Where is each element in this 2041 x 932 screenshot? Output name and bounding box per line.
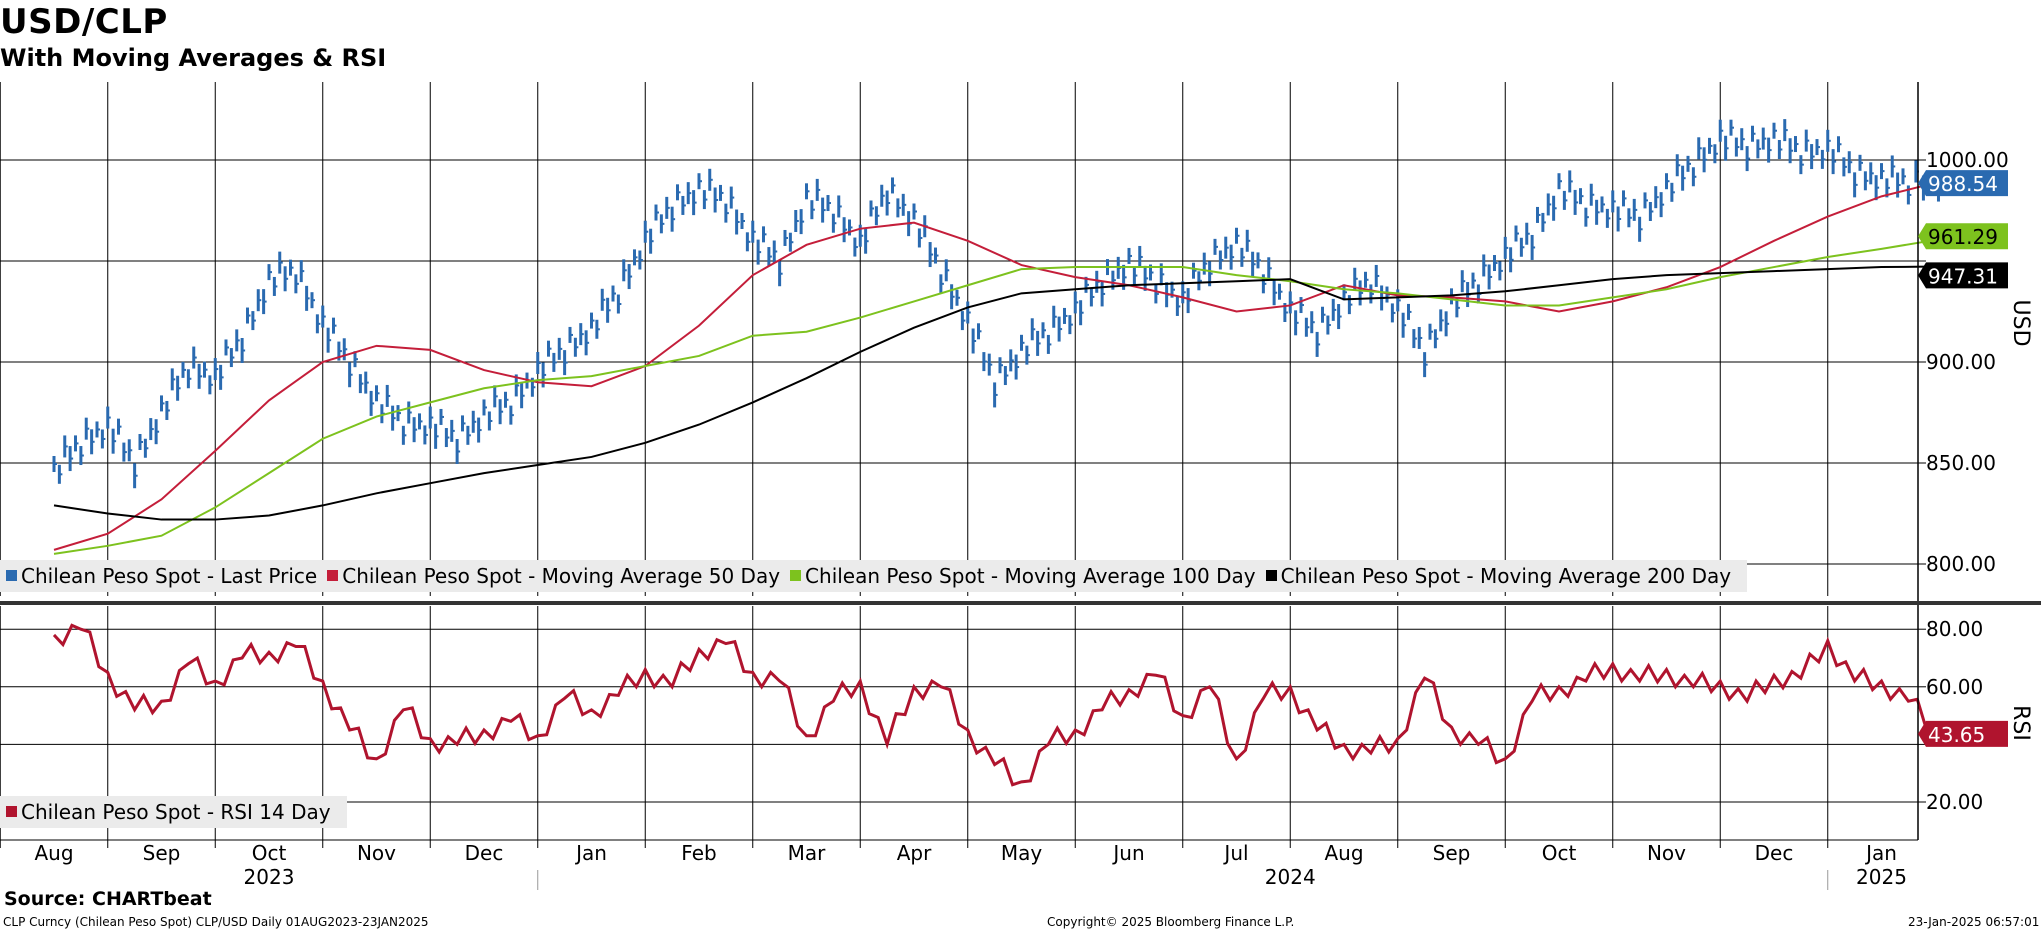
ma200-last-label-text: 947.31 <box>1928 264 1998 288</box>
legend-main-label: Chilean Peso Spot - Moving Average 50 Da… <box>342 564 781 588</box>
ma50-line <box>53 179 1947 551</box>
legend-rsi-item: Chilean Peso Spot - RSI 14 Day <box>6 800 331 824</box>
legend-main-item: Chilean Peso Spot - Moving Average 200 D… <box>1265 564 1732 588</box>
panel-divider <box>0 601 2041 605</box>
x-tick-label-month: Dec <box>465 841 504 865</box>
ma100-last-label-bg <box>1918 223 2008 250</box>
legend-main-label: Chilean Peso Spot - Last Price <box>21 564 318 588</box>
footer-security: CLP Curncy (Chilean Peso Spot) CLP/USD D… <box>3 915 429 929</box>
ma100-last-label-text: 961.29 <box>1928 225 1998 249</box>
chart-frame <box>0 82 2041 841</box>
ma200-last-label: 947.31 <box>1918 262 2008 289</box>
grid-lines <box>0 82 1918 840</box>
rsi-last-label: 43.65 <box>1918 720 2008 747</box>
value-labels: 988.54 961.29 947.31 43.65 <box>1918 170 2008 747</box>
x-tick-label-month: Feb <box>681 841 716 865</box>
y-axis-title-rsi: RSI <box>2008 705 2033 741</box>
rsi-last-label-bg <box>1918 720 2008 747</box>
x-tick-label-month: Sep <box>143 841 181 865</box>
footer-timestamp: 23-Jan-2025 06:57:01 <box>1908 915 2040 929</box>
x-tick-label-month: Aug <box>34 841 73 865</box>
x-tick-label-month: Jun <box>1111 841 1144 865</box>
legend-main-label: Chilean Peso Spot - Moving Average 200 D… <box>1280 564 1732 588</box>
legend-rsi-label: Chilean Peso Spot - RSI 14 Day <box>21 800 331 824</box>
legend-main: Chilean Peso Spot - Last Price Chilean Pe… <box>0 560 1748 592</box>
y-tick-label-price: 850.00 <box>1926 451 1996 475</box>
y-tick-label-rsi: 60.00 <box>1926 675 1983 699</box>
x-tick-label-month: May <box>1001 841 1043 865</box>
x-year-label: 2024 <box>1265 865 1316 889</box>
x-tick-label-month: Apr <box>897 841 932 865</box>
rsi-last-label-text: 43.65 <box>1928 723 1985 747</box>
ma100-line <box>53 237 1947 555</box>
chart-subtitle: With Moving Averages & RSI <box>0 44 387 72</box>
y-tick-label-price: 900.00 <box>1926 350 1996 374</box>
x-tick-label-month: Aug <box>1324 841 1363 865</box>
x-tick-label-month: Dec <box>1755 841 1794 865</box>
y-tick-label-price: 800.00 <box>1926 552 1996 576</box>
x-tick-label-month: Jan <box>1864 841 1897 865</box>
x-tick-label-month: Mar <box>788 841 827 865</box>
source-note: Source: CHARTbeat <box>4 888 212 910</box>
price-series <box>52 119 1947 555</box>
x-tick-label-month: Nov <box>357 841 396 865</box>
x-tick-label-month: Oct <box>1542 841 1577 865</box>
legend-main-swatch <box>327 570 339 581</box>
last-price-label-bg <box>1918 170 2008 197</box>
axis-ticks: 800.00 850.00 900.00 1000.00 20.00 60.00 80.00… <box>0 148 2033 890</box>
footer-copyright: Copyright© 2025 Bloomberg Finance L.P. <box>1047 915 1295 929</box>
x-year-label: 2025 <box>1856 865 1907 889</box>
legend-main-item: Chilean Peso Spot - Moving Average 50 Da… <box>327 564 780 588</box>
x-tick-label-month: Nov <box>1647 841 1686 865</box>
x-tick-label-month: Sep <box>1433 841 1471 865</box>
ma200-line <box>53 265 1947 521</box>
legend-main-swatch <box>6 570 17 581</box>
y-axis-title-price: USD <box>2008 299 2033 346</box>
last-price-label: 988.54 <box>1918 170 2008 197</box>
x-year-label: 2023 <box>244 865 295 889</box>
legend-rsi: Chilean Peso Spot - RSI 14 Day <box>0 796 347 828</box>
y-tick-label-price: 1000.00 <box>1926 148 2009 172</box>
x-tick-label-month: Jul <box>1222 841 1248 865</box>
last-price-label-text: 988.54 <box>1928 172 1998 196</box>
legend-rsi-swatch <box>6 806 17 817</box>
y-tick-label-rsi: 20.00 <box>1926 790 1983 814</box>
ma200-last-label-bg <box>1918 262 2008 289</box>
y-tick-label-rsi: 80.00 <box>1926 617 1983 641</box>
x-tick-label-month: Oct <box>252 841 287 865</box>
rsi-line <box>52 623 1948 787</box>
chart-title: USD/CLP <box>0 2 168 42</box>
legend-main-item: Chilean Peso Spot - Moving Average 100 D… <box>790 564 1256 588</box>
legend-main-swatch <box>1265 570 1277 581</box>
legend-main-label: Chilean Peso Spot - Moving Average 100 D… <box>805 564 1256 588</box>
rsi-series <box>52 623 1948 787</box>
x-tick-label-month: Jan <box>574 841 607 865</box>
legend-main-item: Chilean Peso Spot - Last Price <box>6 564 317 588</box>
legend-main-swatch <box>790 570 802 581</box>
ma100-last-label: 961.29 <box>1918 223 2008 250</box>
